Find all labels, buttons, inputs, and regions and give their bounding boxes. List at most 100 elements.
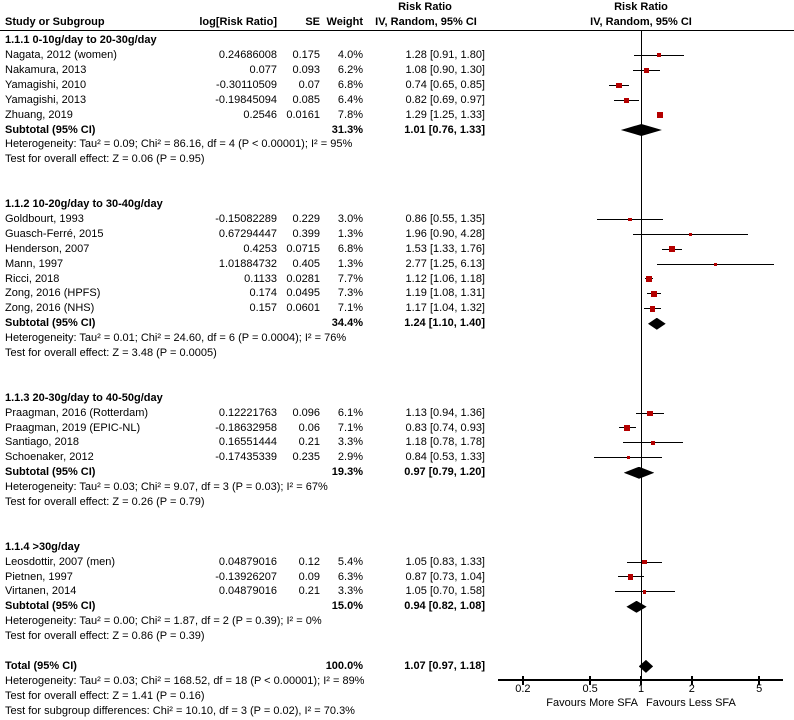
effect-marker bbox=[642, 559, 647, 565]
study-row: Mann, 1997 1.01884732 0.405 1.3% 2.77 [1.25,… bbox=[0, 257, 794, 272]
study-row: Henderson, 2007 0.4253 0.0715 6.8% 1.53 [1.3… bbox=[0, 242, 794, 257]
study-row: Goldbourt, 1993 -0.15082289 0.229 3.0% 0.86 … bbox=[0, 212, 794, 227]
study-name: Zong, 2016 (HPFS) bbox=[5, 287, 101, 300]
subgroup-heading: 1.1.4 >30g/day bbox=[0, 540, 794, 555]
log-rr-value: -0.13926207 bbox=[215, 570, 277, 583]
log-rr-value: -0.18632958 bbox=[215, 421, 277, 434]
overall-effect-text: Test for overall effect: Z = 1.41 (P = 0… bbox=[5, 689, 205, 702]
subgroup-difference-text: Test for subgroup differences: Chi² = 10… bbox=[5, 704, 355, 717]
overall-effect-text: Test for overall effect: Z = 0.86 (P = 0… bbox=[5, 630, 205, 643]
ci-text: 1.19 [1.08, 1.31] bbox=[405, 287, 485, 300]
effect-marker bbox=[688, 232, 692, 236]
subgroup-title: 1.1.2 10-20g/day to 30-40g/day bbox=[5, 198, 163, 211]
effect-marker bbox=[646, 275, 653, 282]
weight-value: 3.0% bbox=[337, 212, 363, 225]
weight-value: 3.3% bbox=[337, 436, 363, 449]
plot-cell bbox=[497, 272, 794, 287]
study-row: Yamagishi, 2013 -0.19845094 0.085 6.4% 0.82 … bbox=[0, 93, 794, 108]
subgroup-heading: 1.1.1 0-10g/day to 20-30g/day bbox=[0, 33, 794, 48]
axis-tick bbox=[691, 675, 693, 685]
axis-tick-label: 0.5 bbox=[582, 683, 598, 695]
weight-value: 3.3% bbox=[337, 585, 363, 598]
subgroup-difference-note: Test for subgroup differences: Chi² = 10… bbox=[0, 704, 794, 719]
se-value: 0.399 bbox=[292, 227, 320, 240]
plot-cell bbox=[497, 301, 794, 316]
overall-effect-note: Test for overall effect: Z = 3.48 (P = 0… bbox=[0, 346, 794, 361]
se-value: 0.21 bbox=[298, 585, 320, 598]
spacer-row bbox=[0, 182, 794, 197]
weight-value: 7.3% bbox=[337, 287, 363, 300]
ci-text: 1.28 [0.91, 1.80] bbox=[405, 49, 485, 62]
heterogeneity-note: Heterogeneity: Tau² = 0.09; Chi² = 86.16… bbox=[0, 137, 794, 152]
spacer-row bbox=[0, 361, 794, 376]
plot-cell bbox=[497, 450, 794, 465]
study-row: Yamagishi, 2010 -0.30110509 0.07 6.8% 0.74 [… bbox=[0, 78, 794, 93]
ci-text: 0.83 [0.74, 0.93] bbox=[405, 421, 485, 434]
spacer-row bbox=[0, 510, 794, 525]
plot-cell bbox=[497, 63, 794, 78]
axis-tick-label: 1 bbox=[637, 683, 645, 695]
se-value: 0.12 bbox=[298, 555, 320, 568]
weight-value: 4.0% bbox=[337, 49, 363, 62]
ci-text: 1.12 [1.06, 1.18] bbox=[405, 272, 485, 285]
study-row: Zong, 2016 (NHS) 0.157 0.0601 7.1% 1.17 [1.0… bbox=[0, 301, 794, 316]
log-rr-value: 0.157 bbox=[249, 302, 277, 315]
heterogeneity-note: Heterogeneity: Tau² = 0.03; Chi² = 168.5… bbox=[0, 674, 794, 689]
heterogeneity-text: Heterogeneity: Tau² = 0.03; Chi² = 168.5… bbox=[5, 674, 365, 687]
weight-value: 6.2% bbox=[337, 63, 363, 76]
weight-value: 6.3% bbox=[337, 570, 363, 583]
se-value: 0.09 bbox=[298, 570, 320, 583]
axis-tick-label: 0.2 bbox=[515, 683, 531, 695]
total-row: Total (95% CI) 100.0% 1.07 [0.97, 1.18] bbox=[0, 659, 794, 674]
subgroup-title: 1.1.3 20-30g/day to 40-50g/day bbox=[5, 391, 163, 404]
plot-cell bbox=[497, 212, 794, 227]
study-row: Schoenaker, 2012 -0.17435339 0.235 2.9% 0.84… bbox=[0, 450, 794, 465]
column-header-weight: Weight bbox=[326, 16, 363, 28]
study-name: Nakamura, 2013 bbox=[5, 63, 87, 76]
log-rr-value: 0.16551444 bbox=[218, 436, 277, 449]
heterogeneity-text: Heterogeneity: Tau² = 0.09; Chi² = 86.16… bbox=[5, 138, 353, 151]
overall-effect-text: Test for overall effect: Z = 0.26 (P = 0… bbox=[5, 496, 205, 509]
total-ci: 1.07 [0.97, 1.18] bbox=[404, 659, 485, 672]
subtotal-weight: 15.0% bbox=[331, 600, 363, 613]
se-value: 0.07 bbox=[298, 78, 320, 91]
ci-text: 1.05 [0.70, 1.58] bbox=[405, 585, 485, 598]
study-row: Virtanen, 2014 0.04879016 0.21 3.3% 1.05 [0.… bbox=[0, 584, 794, 599]
study-name: Zong, 2016 (NHS) bbox=[5, 302, 95, 315]
favours-right-label: Favours Less SFA bbox=[646, 697, 736, 709]
plot-cell bbox=[497, 78, 794, 93]
log-rr-value: 0.24686008 bbox=[218, 49, 277, 62]
subtotal-row: Subtotal (95% CI) 15.0% 0.94 [0.82, 1.08] bbox=[0, 599, 794, 614]
subtotal-label: Subtotal (95% CI) bbox=[5, 123, 96, 136]
subtotal-ci: 0.97 [0.79, 1.20] bbox=[404, 466, 485, 479]
plot-cell bbox=[497, 599, 794, 614]
study-name: Schoenaker, 2012 bbox=[5, 451, 94, 464]
study-name: Goldbourt, 1993 bbox=[5, 212, 84, 225]
ci-text: 2.77 [1.25, 6.13] bbox=[405, 257, 485, 270]
pooled-diamond bbox=[626, 600, 647, 613]
plot-cell bbox=[497, 435, 794, 450]
ci-text: 1.29 [1.25, 1.33] bbox=[405, 108, 485, 121]
ci-text: 0.86 [0.55, 1.35] bbox=[405, 212, 485, 225]
plot-header-ci-method: IV, Random, 95% CI bbox=[590, 16, 692, 28]
plot-cell bbox=[497, 406, 794, 421]
column-header-se: SE bbox=[305, 16, 320, 28]
plot-cell bbox=[497, 93, 794, 108]
no-effect-reference-line bbox=[641, 31, 642, 679]
se-value: 0.085 bbox=[292, 93, 320, 106]
effect-marker bbox=[616, 82, 622, 89]
effect-marker bbox=[714, 262, 718, 266]
subgroup-title: 1.1.1 0-10g/day to 20-30g/day bbox=[5, 34, 157, 47]
study-row: Zhuang, 2019 0.2546 0.0161 7.8% 1.29 [1.25, … bbox=[0, 108, 794, 123]
column-header-log-risk-ratio: log[Risk Ratio] bbox=[199, 16, 277, 28]
risk-ratio-column-title: Risk Ratio bbox=[398, 1, 452, 13]
se-value: 0.235 bbox=[292, 451, 320, 464]
effect-marker bbox=[657, 53, 662, 58]
weight-value: 7.1% bbox=[337, 421, 363, 434]
ci-text: 1.13 [0.94, 1.36] bbox=[405, 406, 485, 419]
weight-value: 6.8% bbox=[337, 78, 363, 91]
se-value: 0.21 bbox=[298, 436, 320, 449]
log-rr-value: 1.01884732 bbox=[218, 257, 277, 270]
study-name: Santiago, 2018 bbox=[5, 436, 80, 449]
